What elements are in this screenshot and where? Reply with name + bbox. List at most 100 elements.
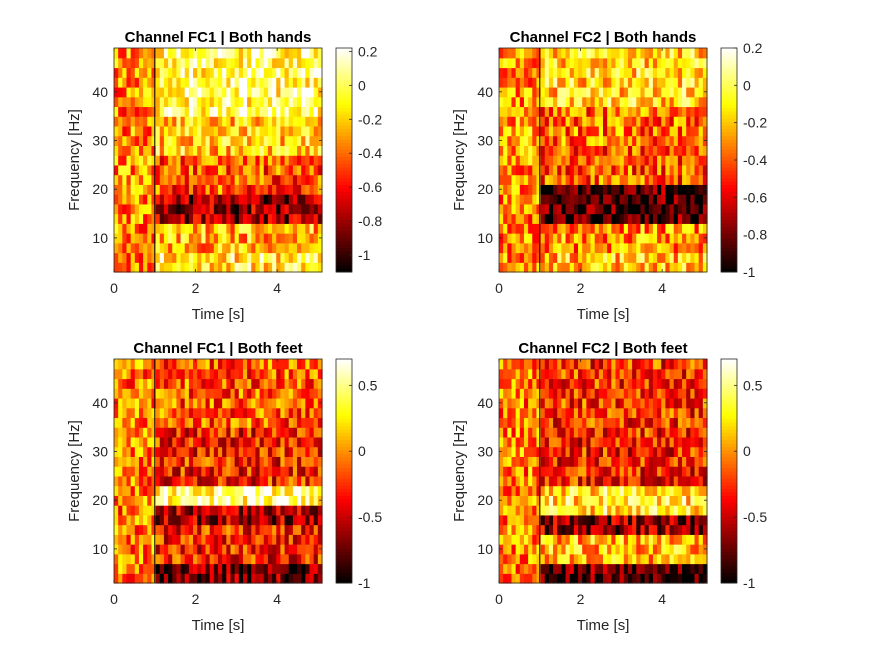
heatmap-cell [657,388,662,399]
heatmap-cell [255,446,261,457]
x-tick-label: 4 [658,280,666,296]
heatmap-cell [301,252,306,263]
heatmap-cell [230,495,236,506]
heatmap-cell [184,524,190,535]
heatmap-cell [557,77,562,88]
heatmap-cell [188,145,194,156]
heatmap-cell [553,135,558,146]
heatmap-cell [661,446,666,457]
heatmap-cell [511,223,517,234]
heatmap-cell [276,155,281,166]
heatmap-cell [519,174,525,185]
heatmap-cell [528,475,533,487]
heatmap-cell [288,203,294,215]
heatmap-cell [213,86,219,98]
heatmap-cell [657,155,662,166]
heatmap-cell [640,505,646,516]
heatmap-cell [130,194,136,205]
heatmap-cell [251,466,257,477]
heatmap-cell [536,57,542,69]
heatmap-cell [184,368,190,380]
heatmap-cell [499,485,504,496]
heatmap-cell [317,96,323,108]
heatmap-cell [561,368,567,380]
heatmap-cell [582,125,587,137]
heatmap-cell [280,145,286,156]
heatmap-cell [180,262,186,273]
colorbar-segment [336,474,352,479]
heatmap-cell [623,485,629,496]
heatmap-cell [652,475,658,487]
colorbar-segment [721,548,737,552]
heatmap-cell [114,252,119,263]
heatmap-cell [230,223,236,234]
heatmap-cell [130,262,136,273]
heatmap-cell [259,427,265,438]
heatmap-cell [114,77,119,88]
heatmap-cell [582,57,587,69]
heatmap-cell [143,67,148,78]
heatmap-cell [627,427,633,438]
heatmap-cell [197,86,202,98]
heatmap-cell [151,534,157,545]
heatmap-cell [607,164,612,176]
heatmap-cell [569,427,575,438]
heatmap-cell [234,553,240,565]
heatmap-cell [155,233,161,244]
heatmap-cell [532,67,538,78]
heatmap-cell [636,86,642,98]
heatmap-cell [536,485,542,496]
heatmap-cell [507,106,513,117]
heatmap-cell [118,242,123,254]
heatmap-cell [292,252,298,263]
heatmap-cell [238,252,244,263]
heatmap-cell [590,48,596,59]
heatmap-cell [317,407,323,419]
heatmap-cell [193,378,198,389]
x-tick-label: 0 [495,591,503,607]
heatmap-cell [698,242,704,254]
heatmap-cell [259,544,265,555]
heatmap-cell [557,359,562,370]
heatmap-cell [138,77,144,88]
heatmap-cell [694,213,700,224]
heatmap-cell [523,145,529,156]
heatmap-cell [657,485,662,496]
heatmap-cell [523,116,529,127]
heatmap-cell [251,524,257,535]
heatmap-cell [569,563,575,574]
colorbar-segment [721,188,737,192]
heatmap-cell [615,388,621,399]
heatmap-cell [259,534,265,545]
heatmap-cell [180,446,186,457]
colorbar-segment [721,457,737,461]
heatmap-cell [532,48,538,59]
heatmap-cell [272,427,277,438]
heatmap-cell [193,456,198,467]
heatmap-cell [532,514,538,526]
heatmap-cell [130,184,136,195]
heatmap-cell [565,194,571,205]
heatmap-cell [267,67,273,78]
heatmap-cell [147,135,153,146]
heatmap-cell [698,213,704,224]
heatmap-cell [657,378,662,389]
heatmap-cell [702,466,708,477]
heatmap-cell [288,252,294,263]
heatmap-cell [603,388,608,399]
heatmap-cell [627,125,633,137]
heatmap-cell [184,135,190,146]
heatmap-cell [657,67,662,78]
heatmap-cell [590,563,596,574]
heatmap-cell [644,67,650,78]
heatmap-cell [317,534,323,545]
heatmap-cell [507,116,513,127]
heatmap-cell [511,164,517,176]
heatmap-cell [222,242,227,254]
colorbar-segment [721,58,737,63]
heatmap-cell [118,466,123,477]
heatmap-cell [118,184,123,195]
heatmap-cell [209,534,215,545]
heatmap-cell [661,544,666,555]
heatmap-cell [536,544,542,555]
